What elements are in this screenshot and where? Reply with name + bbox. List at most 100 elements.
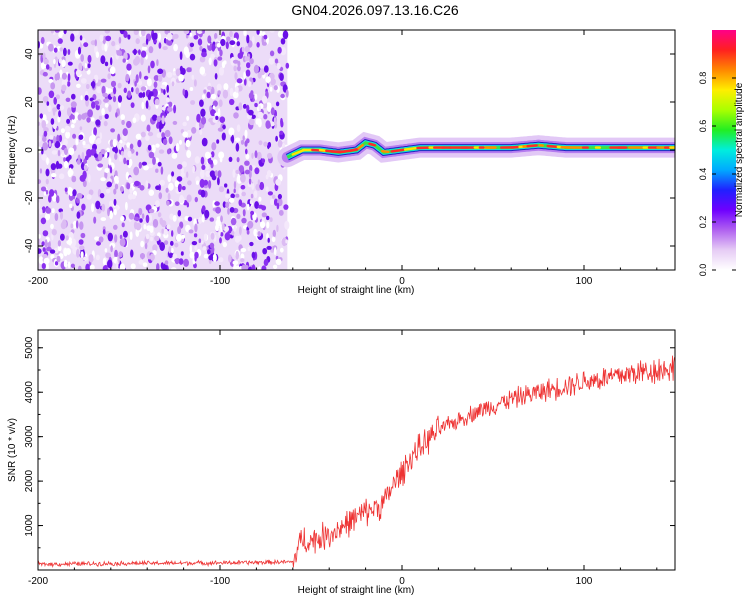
- noise-speckle: [56, 103, 61, 110]
- noise-speckle: [219, 116, 226, 123]
- noise-speckle: [216, 139, 220, 144]
- noise-speckle: [93, 153, 98, 159]
- noise-speckle: [212, 100, 218, 107]
- noise-speckle: [280, 38, 286, 45]
- noise-speckle: [137, 139, 142, 148]
- noise-speckle: [102, 229, 106, 235]
- noise-speckle: [251, 251, 256, 259]
- noise-speckle: [95, 119, 101, 126]
- noise-speckle: [125, 201, 128, 211]
- noise-speckle: [121, 119, 125, 125]
- noise-speckle: [99, 193, 105, 199]
- noise-speckle: [250, 193, 254, 199]
- snr-x-axis-label: Height of straight line (km): [298, 585, 415, 596]
- noise-speckle: [39, 208, 43, 215]
- noise-speckle: [48, 140, 52, 148]
- noise-speckle: [263, 114, 268, 120]
- noise-speckle: [228, 127, 235, 136]
- noise-speckle: [248, 266, 253, 270]
- noise-speckle: [167, 192, 171, 201]
- noise-speckle: [69, 187, 74, 197]
- signal-peak-segment: [348, 147, 360, 153]
- noise-speckle: [230, 217, 237, 226]
- noise-speckle: [96, 241, 101, 246]
- noise-speckle: [86, 148, 92, 158]
- noise-speckle: [182, 131, 189, 138]
- noise-speckle: [263, 65, 269, 73]
- spectrogram-x-axis-label: Height of straight line (km): [298, 285, 415, 296]
- noise-speckle: [75, 138, 79, 146]
- noise-speckle: [64, 187, 68, 192]
- noise-speckle: [63, 247, 68, 257]
- noise-speckle: [259, 181, 265, 191]
- snr-y-tick-label: 1000: [24, 514, 35, 537]
- noise-speckle: [145, 233, 150, 240]
- noise-speckle: [125, 73, 130, 82]
- noise-speckle: [257, 231, 261, 237]
- noise-speckle: [113, 188, 117, 195]
- noise-speckle: [78, 265, 82, 270]
- noise-speckle: [159, 242, 165, 251]
- noise-speckle: [217, 90, 221, 95]
- noise-speckle: [162, 263, 168, 270]
- signal-peak-segment: [526, 144, 538, 148]
- noise-speckle: [280, 117, 283, 126]
- noise-speckle: [121, 222, 125, 228]
- y-tick-label: 20: [24, 96, 35, 108]
- noise-speckle: [140, 56, 144, 66]
- noise-speckle: [63, 157, 66, 162]
- snr-x-tick-label: 0: [399, 576, 405, 587]
- noise-speckle: [150, 60, 155, 69]
- noise-speckle: [76, 197, 80, 204]
- noise-speckle: [139, 185, 145, 191]
- noise-speckle: [202, 30, 205, 34]
- noise-speckle: [105, 188, 111, 194]
- noise-speckle: [147, 93, 151, 101]
- noise-speckle: [210, 232, 215, 240]
- noise-speckle: [110, 128, 115, 133]
- noise-speckle: [107, 232, 114, 242]
- noise-speckle: [143, 165, 149, 171]
- noise-speckle: [104, 171, 108, 180]
- noise-speckle: [203, 254, 209, 259]
- noise-speckle: [253, 190, 258, 199]
- noise-speckle: [52, 107, 58, 112]
- noise-speckle: [170, 247, 174, 254]
- noise-speckle: [265, 120, 271, 129]
- noise-speckle: [214, 32, 218, 40]
- noise-speckle: [207, 249, 211, 255]
- noise-speckle: [214, 112, 221, 117]
- noise-speckle: [167, 106, 173, 112]
- noise-speckle: [151, 32, 157, 41]
- noise-speckle: [284, 220, 290, 230]
- noise-speckle: [263, 141, 268, 147]
- noise-speckle: [138, 259, 144, 265]
- noise-speckle: [236, 41, 241, 47]
- noise-speckle: [274, 58, 279, 64]
- noise-speckle: [250, 114, 256, 120]
- noise-speckle: [210, 151, 215, 158]
- noise-speckle: [45, 64, 50, 70]
- noise-speckle: [43, 58, 49, 65]
- noise-speckle: [91, 101, 96, 109]
- noise-speckle: [139, 253, 146, 259]
- noise-speckle: [135, 222, 142, 231]
- noise-speckle: [126, 63, 132, 71]
- noise-speckle: [249, 199, 253, 205]
- noise-speckle: [194, 245, 198, 251]
- colorbar-label: Normalized spectral amplitude: [734, 82, 745, 217]
- noise-speckle: [280, 93, 285, 99]
- noise-speckle: [129, 143, 134, 150]
- noise-speckle: [251, 264, 256, 270]
- noise-speckle: [130, 102, 135, 108]
- noise-speckle: [161, 132, 165, 138]
- noise-speckle: [199, 99, 204, 107]
- noise-speckle: [41, 241, 45, 247]
- noise-speckle: [248, 118, 255, 126]
- noise-speckle: [225, 193, 231, 199]
- noise-speckle: [86, 144, 91, 150]
- noise-speckle: [133, 166, 140, 176]
- noise-speckle: [143, 223, 147, 230]
- noise-speckle: [189, 87, 194, 91]
- noise-speckle: [277, 46, 282, 54]
